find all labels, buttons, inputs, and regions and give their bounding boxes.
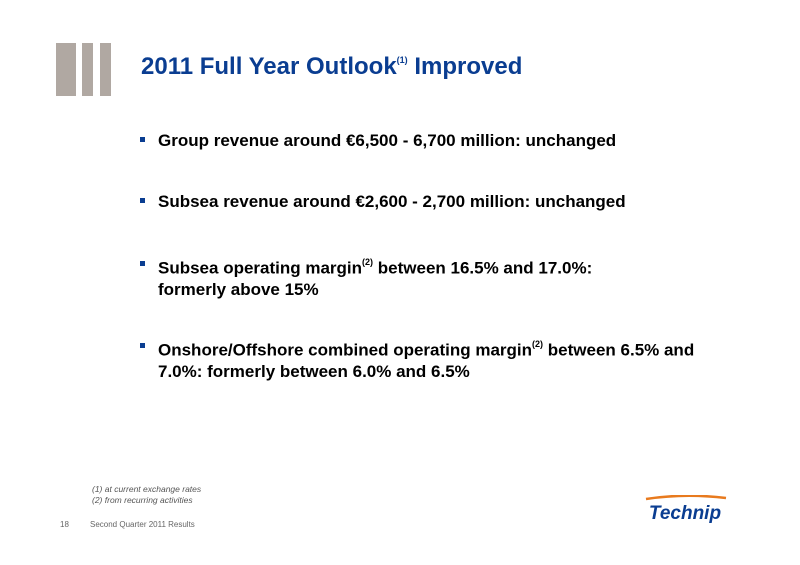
slide-title-text: 2011 Full Year Outlook	[141, 53, 397, 80]
logo-swoosh	[645, 495, 727, 501]
bullet-text-part: Subsea operating margin	[158, 258, 363, 278]
slide-footer: 18 Second Quarter 2011 Results	[60, 520, 195, 529]
bullet-text: Subsea revenue around €2,600 - 2,700 mil…	[158, 192, 626, 211]
slide-title-suffix: Improved	[407, 53, 523, 80]
slide-title: 2011 Full Year Outlook(1) Improved	[141, 53, 522, 81]
footnotes: (1) at current exchange rates (2) from r…	[92, 484, 201, 506]
section-bars-icon	[56, 43, 116, 96]
footnote-1: (1) at current exchange rates	[92, 484, 202, 494]
bullet-marker-icon	[140, 198, 145, 203]
bullet-text-part: between 16.5% and 17.0%:	[373, 258, 593, 278]
bullet-marker-icon	[140, 137, 145, 142]
title-footnote-ref: (1)	[396, 55, 408, 65]
page-number: 18	[60, 520, 69, 529]
bullet-text: Group revenue around €6,500 - 6,700 mill…	[158, 131, 617, 150]
bullet-text-part: Onshore/Offshore combined operating marg…	[158, 340, 533, 360]
footnote-2: (2) from recurring activities	[92, 495, 193, 505]
bullet-text-part: between 6.5% and	[543, 340, 695, 360]
footnote-ref: (2)	[532, 339, 544, 349]
footnote-ref: (2)	[362, 257, 374, 267]
technip-logo-icon: Technip	[645, 495, 727, 524]
bullet-text-line2: 7.0%: formerly between 6.0% and 6.5%	[158, 361, 470, 381]
bullet-text: Subsea operating margin(2) between 16.5%…	[158, 254, 738, 300]
bullet-marker-icon	[140, 343, 145, 348]
bullet-text-line2: formerly above 15%	[158, 279, 319, 299]
footer-text: Second Quarter 2011 Results	[90, 520, 195, 529]
bullet-text: Onshore/Offshore combined operating marg…	[158, 336, 738, 382]
logo-text: Technip	[649, 503, 721, 524]
bullet-marker-icon	[140, 261, 145, 266]
